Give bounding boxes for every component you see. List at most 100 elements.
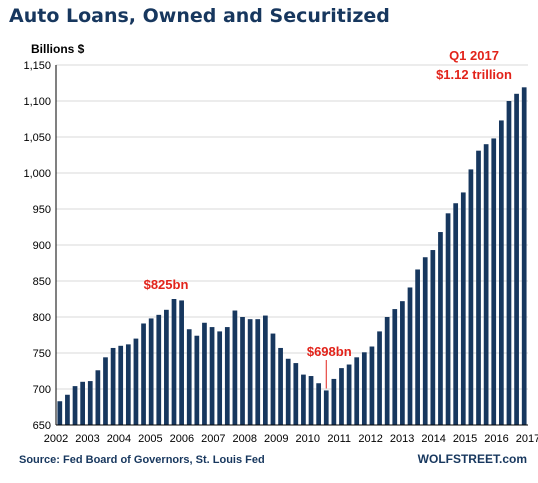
bar — [80, 381, 86, 425]
bar — [377, 331, 382, 425]
bar — [148, 318, 154, 425]
bar — [255, 319, 261, 425]
bar — [476, 150, 481, 425]
bars — [57, 87, 527, 426]
bar — [262, 315, 268, 425]
bar — [171, 299, 177, 425]
bar — [445, 213, 451, 425]
bar — [156, 314, 162, 425]
bar — [308, 376, 314, 425]
x-tick-label: 2006 — [170, 433, 194, 445]
bar — [506, 101, 512, 425]
y-tick-label: 1,100 — [23, 96, 51, 108]
y-tick-label: 900 — [33, 240, 51, 252]
bar — [270, 333, 276, 425]
bar — [194, 335, 200, 425]
bar — [400, 301, 405, 425]
bar — [415, 269, 420, 425]
bar — [87, 381, 93, 425]
bar — [339, 368, 344, 425]
brand-label: WOLFSTREET.com — [418, 452, 527, 466]
y-tick-label: 1,150 — [23, 60, 51, 72]
bar — [491, 138, 497, 425]
bar — [453, 203, 459, 425]
bar — [301, 374, 306, 425]
bar — [179, 300, 184, 425]
bar — [247, 319, 253, 425]
bar — [57, 401, 63, 425]
bar — [285, 358, 291, 425]
bar — [141, 323, 146, 425]
bar — [483, 144, 489, 425]
bar — [468, 169, 474, 425]
bar — [164, 309, 169, 425]
bar — [217, 331, 223, 425]
bar — [118, 345, 124, 425]
x-tick-label: 2004 — [107, 433, 131, 445]
y-tick-label: 1,050 — [23, 132, 51, 144]
bar — [361, 352, 367, 425]
y-tick-label: 750 — [33, 348, 51, 360]
bar — [369, 346, 375, 425]
bar — [384, 317, 390, 425]
bar — [125, 344, 131, 425]
bar — [438, 232, 443, 425]
bar — [95, 370, 101, 425]
x-tick-label: 2002 — [44, 433, 68, 445]
annotation-peak-2005: $825bn — [144, 277, 189, 292]
bar — [392, 309, 398, 425]
x-tick-label: 2013 — [390, 433, 414, 445]
bar — [346, 364, 352, 425]
annotations: $825bn $698bn Q1 2017 $1.12 trillion — [144, 48, 512, 389]
y-tick-label: 850 — [33, 276, 51, 288]
bar — [110, 347, 116, 425]
x-tick-label: 2017 — [516, 433, 538, 445]
bar — [65, 394, 70, 425]
bar — [133, 338, 139, 425]
source-note: Source: Fed Board of Governors, St. Loui… — [19, 454, 265, 466]
y-tick-label: 950 — [33, 204, 51, 216]
bar — [72, 386, 78, 425]
annotation-low-2010: $698bn — [307, 344, 352, 359]
bar — [103, 357, 108, 425]
x-tick-label: 2011 — [327, 433, 351, 445]
x-tick-label: 2009 — [264, 433, 288, 445]
x-tick-label: 2003 — [75, 433, 99, 445]
bar — [354, 357, 360, 425]
x-tick-label: 2015 — [453, 433, 477, 445]
x-tick-label: 2007 — [201, 433, 225, 445]
bar — [430, 250, 436, 425]
annotation-q1-2017: Q1 2017 — [449, 48, 499, 63]
bar — [202, 322, 207, 425]
bar — [514, 93, 519, 426]
x-tick-label: 2010 — [295, 433, 319, 445]
bar — [293, 363, 299, 425]
bar — [521, 87, 527, 425]
y-tick-labels: 650 700 750 800 850 900 950 1,000 1,050 1,100 1,15… — [23, 60, 51, 432]
bar — [407, 287, 413, 425]
y-tick-label: 800 — [33, 312, 51, 324]
x-tick-label: 2008 — [233, 433, 257, 445]
annotation-latest-value: $1.12 trillion — [436, 67, 512, 82]
y-axis-label: Billions $ — [31, 42, 85, 56]
bar — [460, 192, 466, 425]
bar — [278, 347, 283, 425]
chart-title: Auto Loans, Owned and Securitized — [9, 5, 390, 27]
bar — [498, 120, 504, 425]
bar — [240, 317, 245, 425]
x-tick-label: 2012 — [358, 433, 382, 445]
bar — [186, 329, 192, 425]
bar — [232, 310, 238, 425]
x-tick-label: 2005 — [138, 433, 162, 445]
bar — [323, 390, 329, 425]
bar — [224, 327, 230, 425]
bar — [316, 383, 322, 425]
x-tick-labels: 2002 2003 2004 2005 2006 2007 2008 2009 2010 2011… — [44, 433, 538, 445]
y-tick-label: 650 — [33, 420, 51, 432]
bar — [209, 327, 215, 425]
bar — [422, 257, 428, 425]
bar — [331, 378, 337, 425]
x-tick-label: 2014 — [421, 433, 445, 445]
y-tick-label: 700 — [33, 384, 51, 396]
